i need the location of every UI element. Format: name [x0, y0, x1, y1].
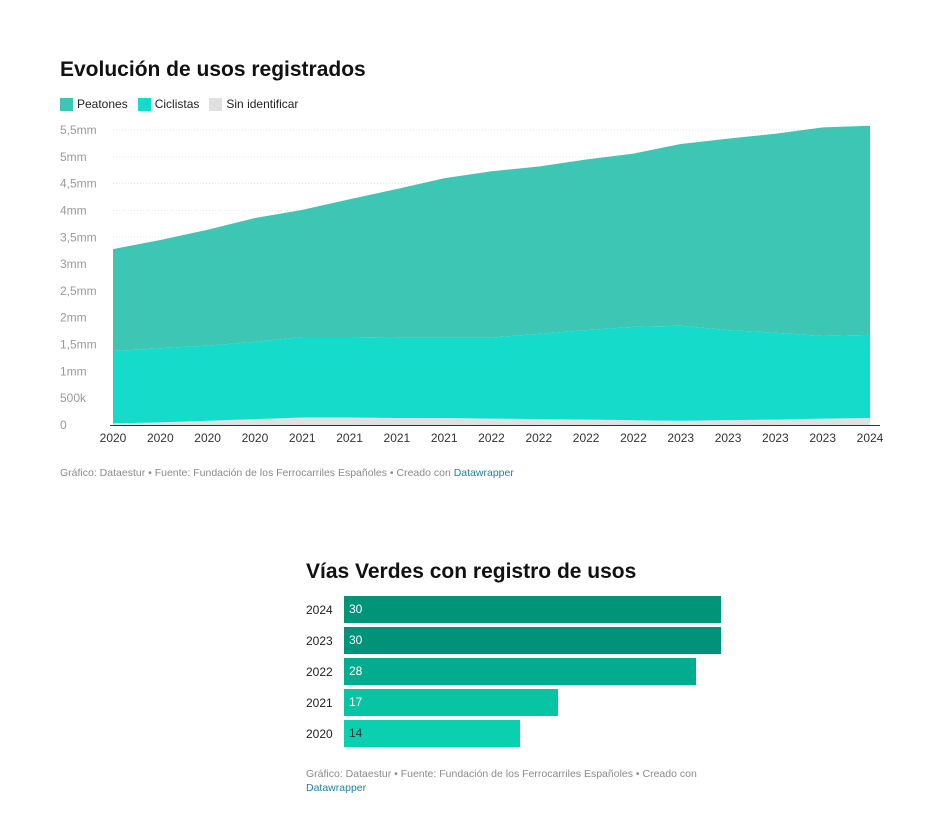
area-series-ciclistas: [113, 325, 870, 424]
x-tick-label: 2023: [809, 431, 836, 445]
x-tick-label: 2023: [667, 431, 694, 445]
x-tick-label: 2021: [431, 431, 458, 445]
legend-item-peatones: Peatones: [60, 97, 128, 111]
y-tick-label: 4,5mm: [60, 177, 97, 191]
bar-value-label: 14: [349, 726, 363, 740]
x-tick-label: 2020: [100, 431, 127, 445]
x-tick-label: 2020: [194, 431, 221, 445]
y-tick-label: 2,5mm: [60, 284, 97, 298]
x-tick-label: 2023: [715, 431, 742, 445]
bar-category-label: 2020: [306, 726, 333, 741]
legend-label-peatones: Peatones: [77, 97, 128, 111]
x-tick-label: 2021: [384, 431, 411, 445]
y-tick-label: 500k: [60, 391, 87, 405]
y-tick-label: 5mm: [60, 150, 87, 164]
area-chart-plot: 0 500k 1mm 1,5mm 2mm 2,5mm 3mm 3,5mm 4mm 4,5mm 5mm…: [60, 123, 884, 445]
legend-label-sin-identificar: Sin identificar: [226, 97, 299, 111]
area-chart-footer: Gráfico: Dataestur • Fuente: Fundación d…: [60, 466, 514, 480]
legend-item-ciclistas: Ciclistas: [137, 97, 200, 111]
x-tick-label: 2022: [620, 431, 647, 445]
area-series-sin-identificar: [113, 417, 870, 425]
bar-2023: 30: [344, 627, 721, 654]
bar-value-label: 17: [349, 695, 363, 709]
legend-swatch-sin-identificar: [209, 97, 223, 111]
bar-category-label: 2022: [306, 664, 333, 679]
bar-row: 2020 14: [306, 720, 520, 747]
area-chart-title: Evolución de usos registrados: [60, 58, 366, 81]
bar-chart-title: Vías Verdes con registro de usos: [306, 560, 637, 583]
bar-row: 2021 17: [306, 689, 558, 716]
bar-value-label: 30: [349, 633, 363, 647]
x-tick-label: 2024: [857, 431, 884, 445]
bar-category-label: 2021: [306, 695, 333, 710]
y-tick-label: 5,5mm: [60, 123, 97, 137]
bar-row: 2022 28: [306, 658, 696, 685]
legend-swatch-peatones: [60, 97, 73, 111]
x-tick-label: 2020: [242, 431, 269, 445]
bar-2022: 28: [344, 658, 696, 685]
bar-row: 2023 30: [306, 627, 721, 654]
y-tick-label: 2mm: [60, 311, 87, 325]
x-tick-label: 2021: [289, 431, 316, 445]
bar-chart-source: Gráfico: Dataestur • Fuente: Fundación d…: [306, 768, 697, 780]
bar-2020: 14: [344, 720, 520, 747]
y-tick-label: 1,5mm: [60, 338, 97, 352]
bar-chart-footer: Gráfico: Dataestur • Fuente: Fundación d…: [306, 767, 726, 795]
x-tick-label: 2022: [525, 431, 552, 445]
legend-item-sin-identificar: Sin identificar: [209, 97, 298, 111]
legend-swatch-ciclistas: [137, 97, 151, 111]
datawrapper-link[interactable]: Datawrapper: [306, 782, 367, 794]
y-tick-label: 3mm: [60, 257, 87, 271]
legend-label-ciclistas: Ciclistas: [154, 97, 200, 111]
y-tick-label: 1mm: [60, 364, 87, 378]
y-tick-label: 0: [60, 418, 67, 432]
datawrapper-link[interactable]: Datawrapper: [453, 467, 514, 479]
x-tick-label: 2022: [478, 431, 505, 445]
x-tick-label: 2022: [573, 431, 600, 445]
area-chart-source: Gráfico: Dataestur • Fuente: Fundación d…: [60, 467, 454, 479]
x-tick-label: 2020: [147, 431, 174, 445]
y-tick-label: 3,5mm: [60, 230, 97, 244]
bar-value-label: 28: [349, 664, 363, 678]
area-chart-legend: Peatones Ciclistas Sin identificar: [60, 97, 298, 111]
area-series-peatones: [113, 125, 870, 351]
x-tick-label: 2023: [762, 431, 789, 445]
bar-value-label: 30: [349, 602, 363, 616]
bar-2021: 17: [344, 689, 558, 716]
bar-category-label: 2023: [306, 633, 333, 648]
x-tick-label: 2021: [336, 431, 363, 445]
bar-2024: 30: [344, 596, 721, 623]
bar-row: 2024 30: [306, 596, 721, 623]
y-tick-label: 4mm: [60, 203, 87, 217]
bar-category-label: 2024: [306, 602, 333, 617]
